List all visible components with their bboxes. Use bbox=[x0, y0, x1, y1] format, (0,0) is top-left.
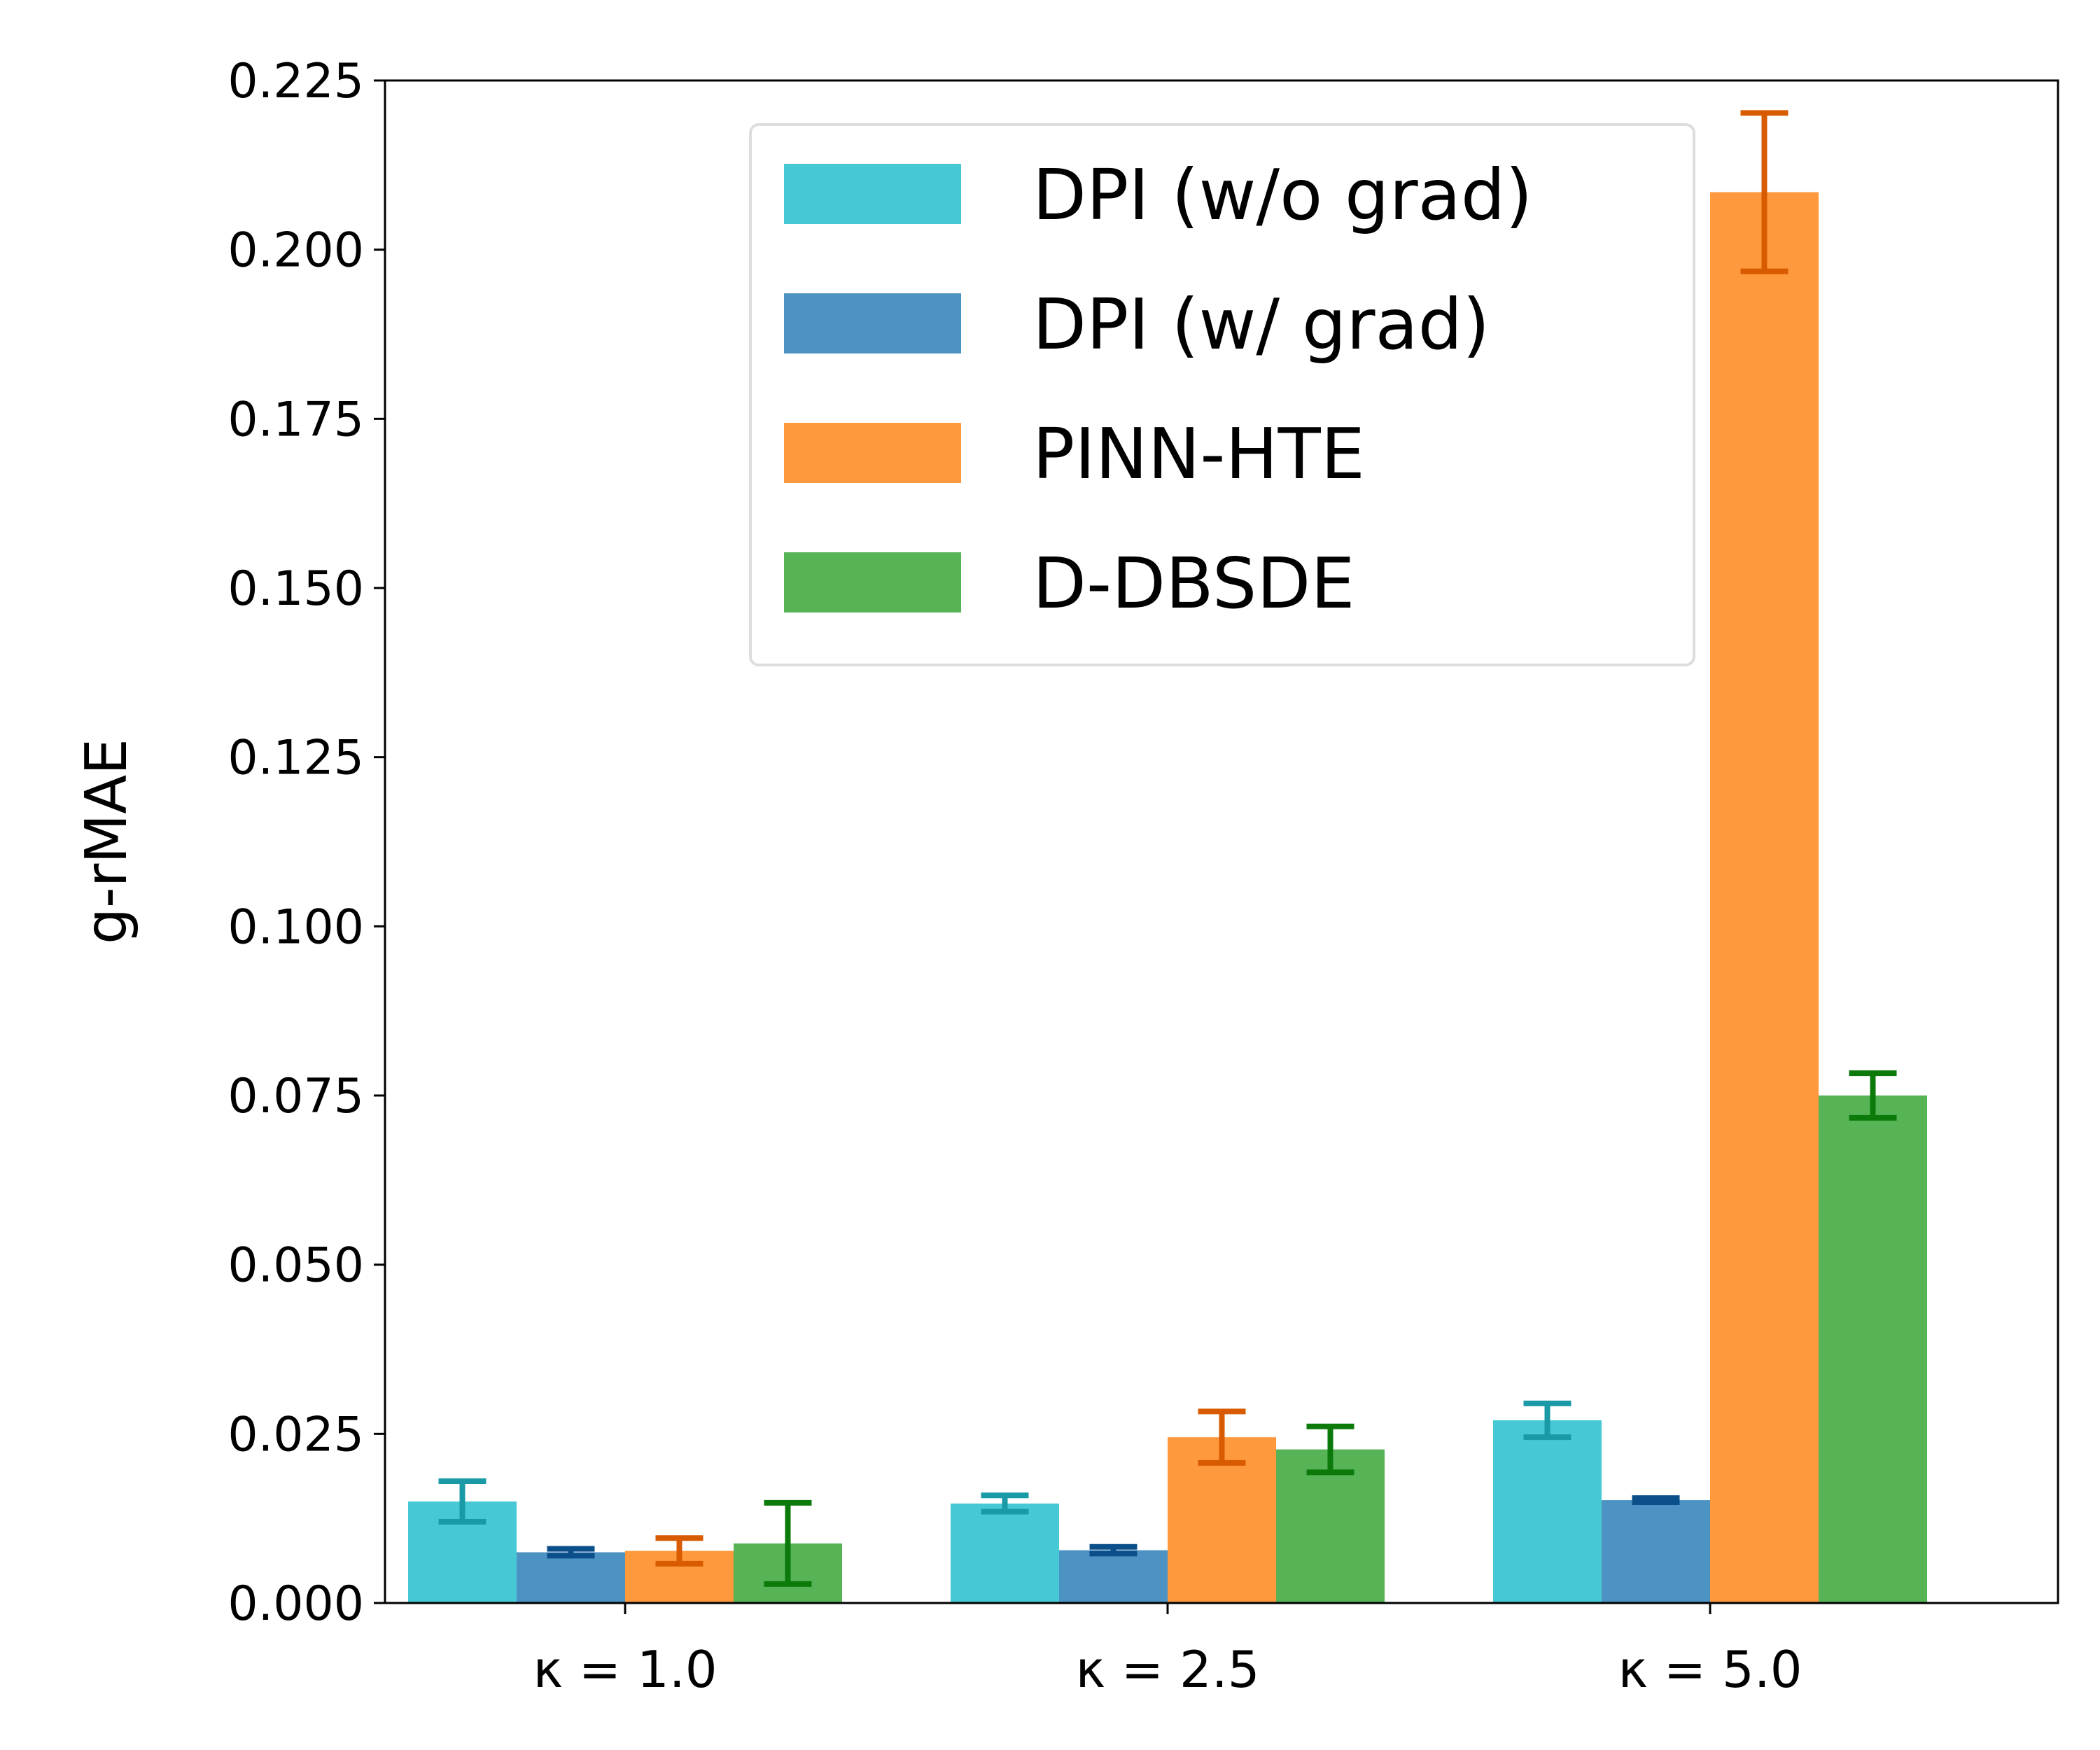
bar-dpi-w-grad-3 bbox=[1602, 1500, 1710, 1603]
bar-dpi-w-grad-1 bbox=[517, 1552, 625, 1603]
bar-dpi-w-grad-2 bbox=[1059, 1550, 1168, 1603]
legend-swatch-dpi-w-grad bbox=[784, 293, 961, 354]
x-tick-label: κ = 2.5 bbox=[1075, 1640, 1259, 1699]
error-bar-d-dbsde-2 bbox=[1306, 1423, 1354, 1476]
error-bar-pinn-hte-1 bbox=[655, 1535, 704, 1567]
y-tick-label: 0.025 bbox=[227, 1407, 364, 1462]
error-bars-layer bbox=[438, 110, 1897, 1587]
y-tick-label: 0.075 bbox=[227, 1069, 364, 1124]
y-axis: 0.000 0.025 0.050 0.075 0.100 0.125 0.150 0.175… bbox=[227, 54, 385, 1632]
x-tick-label: κ = 1.0 bbox=[533, 1640, 717, 1699]
error-bar-pinn-hte-3 bbox=[1740, 110, 1788, 274]
y-tick-label: 0.125 bbox=[227, 731, 364, 786]
error-bar-dpi-w-o-grad-2 bbox=[981, 1492, 1029, 1515]
legend-label-dpi-w-o-grad: DPI (w/o grad) bbox=[1032, 154, 1532, 236]
y-tick-label: 0.200 bbox=[227, 223, 364, 279]
legend-label-dpi-w-grad: DPI (w/ grad) bbox=[1032, 284, 1490, 365]
legend-swatch-pinn-hte bbox=[784, 423, 961, 483]
bar-d-dbsde-3 bbox=[1819, 1096, 1927, 1603]
x-axis: κ = 1.0 κ = 2.5 κ = 5.0 bbox=[533, 1603, 1802, 1699]
legend-label-pinn-hte: PINN-HTE bbox=[1032, 413, 1365, 495]
error-bar-d-dbsde-1 bbox=[764, 1499, 812, 1587]
y-tick-label: 0.175 bbox=[227, 392, 364, 447]
y-tick-label: 0.100 bbox=[227, 899, 364, 955]
y-tick-label: 0.050 bbox=[227, 1238, 364, 1294]
error-bar-d-dbsde-3 bbox=[1849, 1070, 1897, 1121]
y-tick-label: 0.150 bbox=[227, 561, 364, 617]
legend-swatch-d-dbsde bbox=[784, 552, 961, 612]
legend-frame bbox=[749, 123, 1695, 666]
plot-frame bbox=[384, 79, 2059, 1604]
error-bar-dpi-w-o-grad-3 bbox=[1523, 1400, 1572, 1441]
error-bar-dpi-w-grad-3 bbox=[1632, 1495, 1680, 1505]
y-tick-label: 0.000 bbox=[227, 1576, 364, 1632]
y-axis-label: g-rMAE bbox=[74, 738, 140, 944]
legend-swatch-dpi-w-o-grad bbox=[784, 164, 961, 224]
bars-layer bbox=[408, 192, 1927, 1603]
y-tick-label: 0.225 bbox=[227, 54, 364, 109]
error-bar-dpi-w-o-grad-1 bbox=[438, 1478, 486, 1525]
bar-dpi-w-o-grad-2 bbox=[951, 1503, 1059, 1603]
x-tick-label: κ = 5.0 bbox=[1618, 1640, 1802, 1699]
legend: DPI (w/o grad) DPI (w/ grad) PINN-HTE D-DBS… bbox=[749, 123, 1695, 666]
bar-pinn-hte-3 bbox=[1710, 192, 1819, 1603]
bar-dpi-w-o-grad-3 bbox=[1493, 1420, 1602, 1603]
legend-label-d-dbsde: D-DBSDE bbox=[1032, 542, 1355, 624]
error-bar-pinn-hte-2 bbox=[1198, 1408, 1246, 1466]
error-bar-dpi-w-grad-1 bbox=[547, 1546, 595, 1559]
error-bar-dpi-w-grad-2 bbox=[1089, 1544, 1138, 1557]
